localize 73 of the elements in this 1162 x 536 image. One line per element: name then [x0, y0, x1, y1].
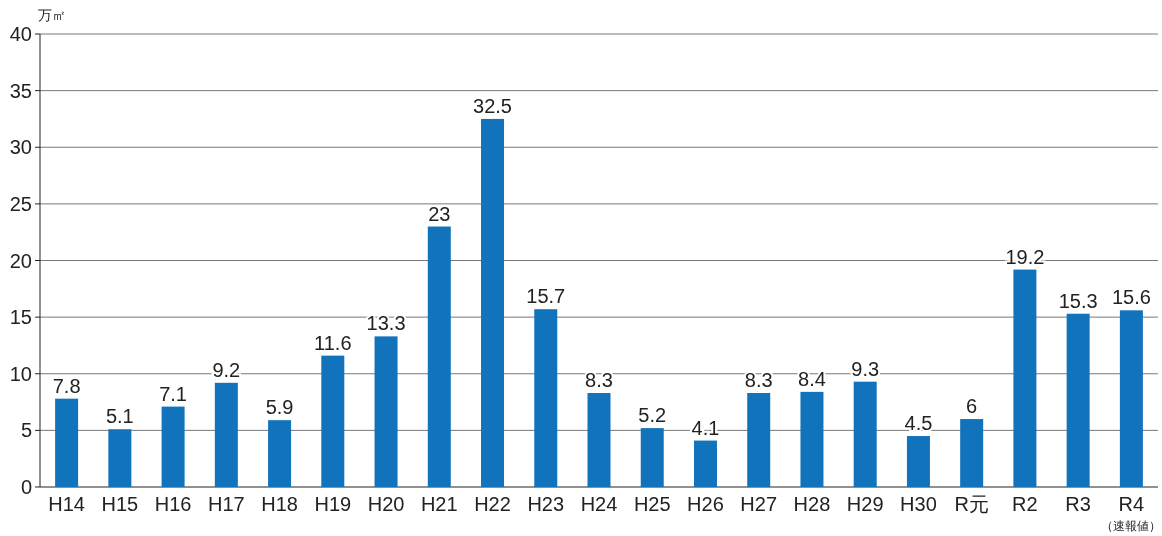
bar [374, 336, 398, 487]
data-label: 13.3 [366, 312, 406, 335]
bar [481, 118, 505, 487]
data-label: 32.5 [473, 94, 512, 117]
data-label: 23 [428, 202, 451, 225]
bar [321, 355, 345, 487]
data-label: 9.3 [851, 357, 880, 380]
x-tick-label: H24 [580, 493, 618, 515]
x-tick-label: H15 [101, 493, 139, 515]
data-label: 15.7 [526, 285, 566, 308]
bar [161, 406, 185, 487]
x-tick-label: H21 [420, 493, 458, 515]
y-tick-label: 35 [9, 79, 32, 102]
data-label: 5.2 [638, 404, 667, 427]
y-tick-label: 25 [9, 192, 32, 215]
bar [55, 398, 79, 487]
y-tick-label: 5 [20, 419, 32, 442]
x-tick-label: H23 [527, 493, 565, 515]
x-tick-label: H17 [207, 493, 245, 515]
data-label: 9.2 [212, 358, 241, 381]
bar [587, 393, 611, 487]
data-label: 11.6 [314, 331, 352, 354]
x-tick-label: H16 [154, 493, 192, 515]
bar [1013, 269, 1037, 487]
y-tick-label: 40 [9, 23, 32, 45]
x-tick-label: H28 [793, 493, 831, 515]
data-label: 6 [966, 395, 978, 418]
data-label: 4.5 [904, 412, 933, 435]
data-label: 15.3 [1058, 289, 1098, 312]
x-tick-label: R元 [954, 493, 989, 515]
bar [640, 428, 664, 487]
x-tick-label: R4 [1118, 493, 1145, 515]
bar [108, 429, 132, 487]
data-label: 7.1 [159, 382, 187, 405]
x-tick-label: H30 [900, 493, 937, 515]
data-label: 5.1 [105, 405, 134, 428]
bar [800, 391, 824, 487]
bar [960, 419, 984, 487]
data-label: 4.1 [691, 416, 720, 439]
bar [693, 440, 717, 487]
data-label: 8.4 [798, 367, 826, 390]
x-tick-label: H29 [846, 493, 884, 515]
x-tick-label: H27 [740, 493, 778, 515]
x-tick-label: R3 [1065, 493, 1091, 515]
bar [853, 381, 877, 487]
data-label: 15.6 [1111, 286, 1151, 309]
x-tick-label: H19 [314, 493, 352, 515]
y-tick-label: 15 [9, 306, 32, 329]
x-tick-label: R2 [1012, 493, 1038, 515]
bar [534, 309, 558, 487]
bar [214, 382, 238, 487]
data-label: 8.3 [585, 369, 613, 391]
data-label: 7.8 [52, 374, 81, 397]
y-tick-label: 30 [9, 136, 32, 159]
data-label: 8.3 [744, 369, 773, 391]
y-tick-label: 20 [9, 249, 32, 272]
x-tick-label: H18 [261, 493, 298, 515]
text: （速報値） [1101, 519, 1162, 533]
x-tick-label: H26 [687, 493, 724, 515]
bar [268, 420, 292, 487]
y-tick-label: 0 [20, 476, 32, 498]
bar [906, 436, 930, 487]
bar [747, 393, 771, 487]
bar [1119, 310, 1143, 487]
x-tick-label: H20 [367, 493, 405, 515]
bar [427, 226, 451, 487]
y-tick-label: 10 [9, 362, 32, 385]
y-axis-title: 万㎡ [38, 7, 66, 23]
bar [1066, 313, 1090, 487]
x-tick-label: H22 [474, 493, 511, 515]
data-label: 5.9 [265, 396, 294, 419]
x-tick-label: H14 [48, 493, 85, 515]
x-tick-label: H25 [633, 493, 671, 515]
